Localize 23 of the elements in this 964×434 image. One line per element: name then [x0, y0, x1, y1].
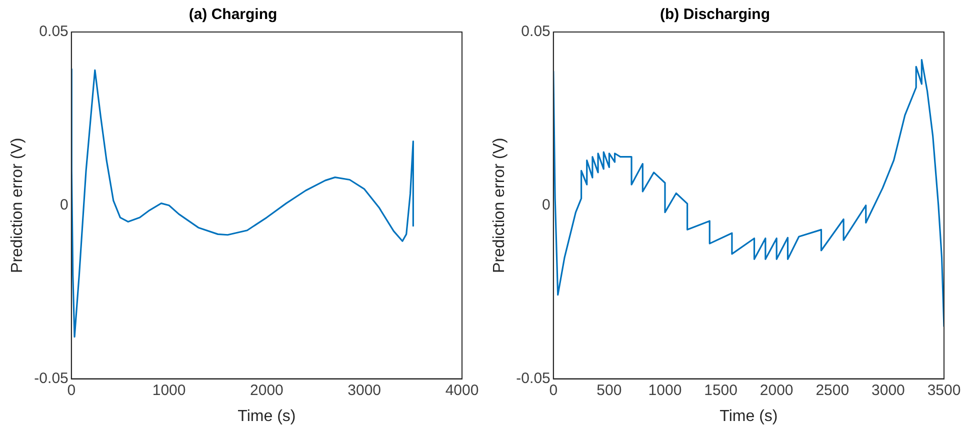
x-tick-label: 2000 [250, 382, 284, 399]
y-axis-title: Prediction error (V) [9, 138, 26, 273]
x-tick-label: 2500 [816, 382, 850, 399]
x-axis-title: Time (s) [720, 408, 778, 425]
y-tick-label: 0 [542, 196, 550, 214]
x-tick-label: 3500 [927, 382, 961, 399]
x-tick-label: 4000 [445, 382, 479, 399]
x-tick-label: 500 [596, 382, 622, 399]
y-tick-label: 0.05 [521, 23, 550, 40]
chart-title: (b) Discharging [660, 6, 770, 24]
y-tick-label: -0.05 [516, 370, 550, 387]
x-tick-label: 2000 [760, 382, 794, 399]
x-tick-label: 1000 [648, 382, 682, 399]
x-tick-label: 1500 [704, 382, 738, 399]
x-tick-label: 3000 [348, 382, 382, 399]
x-tick-label: 1000 [152, 382, 186, 399]
y-axis-title: Prediction error (V) [491, 138, 508, 273]
x-tick-label: 3000 [872, 382, 905, 399]
x-axis-title: Time (s) [238, 408, 296, 425]
y-tick-label: 0 [60, 196, 68, 214]
y-tick-label: -0.05 [34, 370, 68, 387]
chart-title: (a) Charging [188, 6, 278, 24]
y-tick-label: 0.05 [39, 23, 68, 40]
